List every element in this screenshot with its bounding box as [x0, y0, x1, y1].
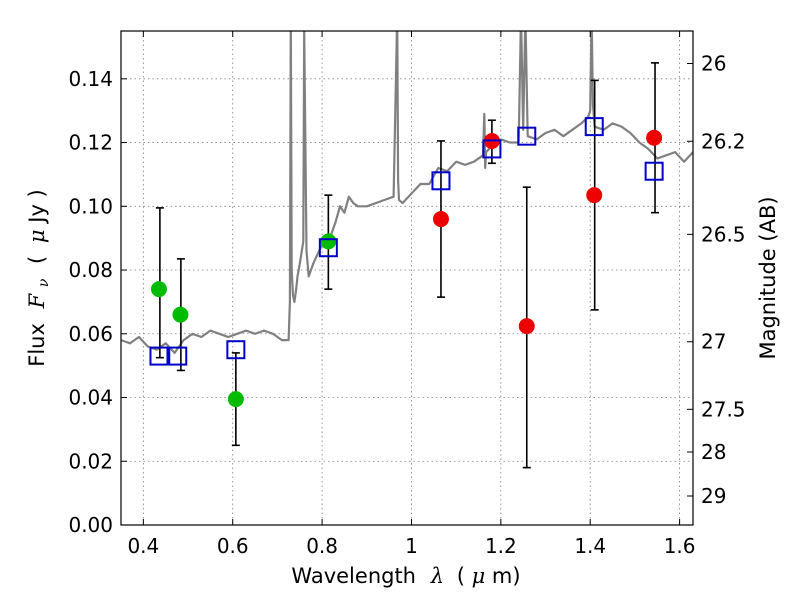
x-axis-label: Wavelength λ ( μ m) — [291, 564, 520, 588]
data-point — [646, 129, 663, 146]
data-point — [172, 306, 189, 323]
x-axis-label-symbol: λ — [430, 564, 444, 588]
model-square-point — [644, 161, 664, 181]
model-square-point — [584, 117, 604, 137]
x-axis-label-mu: μ — [472, 564, 486, 588]
x-tick-label: 0.6 — [217, 534, 249, 558]
y2-tick-label: 29 — [701, 484, 726, 508]
model-square-point — [517, 126, 537, 146]
y-axis-label-symbol: F — [25, 292, 49, 309]
y-axis-label-open: ( — [25, 256, 49, 264]
model-square-point — [431, 171, 451, 191]
x-tick-label: 1.2 — [485, 534, 517, 558]
plot-area — [121, 31, 693, 469]
model-square-point — [226, 340, 246, 360]
y-tick-label: 0.06 — [68, 322, 113, 346]
y-axis-label: Flux F ν ( μ Jy ) — [25, 189, 53, 367]
y2-tick-label: 26.5 — [701, 222, 746, 246]
x-axis-label-open: ( — [457, 564, 465, 588]
x-tick-label: 1.6 — [664, 534, 696, 558]
model-square-point — [318, 238, 338, 258]
model-square-point — [482, 139, 502, 159]
x-axis-label-text: Wavelength — [291, 564, 416, 588]
x-tick-label: 1.4 — [574, 534, 606, 558]
y-axis-label-subscript: ν — [36, 278, 52, 287]
model-square-point — [149, 346, 169, 366]
data-point — [518, 318, 535, 335]
y2-tick-label: 27.5 — [701, 397, 746, 421]
y-tick-label: 0.08 — [68, 258, 113, 282]
model-square-point — [168, 346, 188, 366]
x-tick-label: 0.8 — [306, 534, 338, 558]
y2-tick-label: 27 — [701, 330, 726, 354]
y-tick-label: 0.04 — [68, 386, 113, 410]
data-point — [320, 233, 337, 250]
y-tick-label: 0.02 — [68, 449, 113, 473]
y-tick-label: 0.10 — [68, 194, 113, 218]
data-point — [432, 211, 449, 228]
spectrum-line — [121, 31, 693, 354]
y-tick-label: 0.12 — [68, 131, 113, 155]
y-axis-label-text: Flux — [25, 323, 49, 367]
data-point — [150, 281, 167, 298]
grid — [121, 31, 693, 526]
y2-tick-label: 26.2 — [701, 129, 746, 153]
ticks: 0.4 0.6 0.8 1 1.2 1.4 1.6 0.00 0.02 0.04 0.06 0.08 0… — [68, 31, 746, 558]
plot-frame — [120, 30, 694, 526]
x-tick-label: 1 — [405, 534, 418, 558]
data-point — [227, 391, 244, 408]
y2-axis-label: Magnitude (AB) — [756, 196, 780, 359]
y-axis-label-mu: μ — [25, 229, 49, 243]
y-tick-label: 0.14 — [68, 67, 113, 91]
y2-tick-label: 28 — [701, 440, 726, 464]
y-axis-label-unit: Jy ) — [25, 189, 49, 225]
data-point — [586, 187, 603, 204]
x-axis-label-unit: m) — [492, 564, 521, 588]
y2-tick-label: 26 — [701, 52, 726, 76]
x-tick-label: 0.4 — [127, 534, 159, 558]
y-tick-label: 0.00 — [68, 513, 113, 537]
